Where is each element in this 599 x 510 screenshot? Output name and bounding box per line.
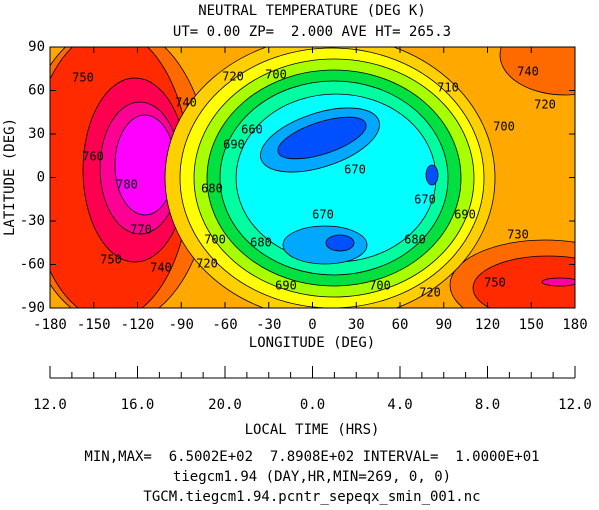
contour-label: 730 (507, 228, 529, 242)
contour-label: 710 (437, 81, 459, 95)
contour-label: 680 (201, 182, 223, 196)
x2-tick-label: 4.0 (387, 397, 412, 413)
y-tick-label: 60 (28, 83, 45, 99)
x-tick-label: 90 (435, 317, 452, 333)
x-tick-label: 150 (519, 317, 544, 333)
contour-label: 690 (275, 279, 297, 293)
contour-label: 750 (72, 71, 94, 85)
x-tick-label: -90 (169, 317, 194, 333)
y-tick-label: 0 (37, 170, 45, 186)
contour-label: 690 (223, 138, 245, 152)
contour-label: 670 (312, 208, 334, 222)
contour-label: 700 (493, 120, 515, 134)
x2-tick-label: 12.0 (558, 397, 592, 413)
contour-label: 780 (116, 178, 138, 192)
contour-label: 700 (369, 279, 391, 293)
note: tiegcm1.94 (DAY,HR,MIN=269, 0, 0) (173, 469, 451, 485)
contour-label: 700 (204, 233, 226, 247)
x2-tick-label: 20.0 (208, 397, 242, 413)
contour-label: 670 (414, 193, 436, 207)
contour-label: 660 (241, 123, 263, 137)
x2-axis-label: LOCAL TIME (HRS) (245, 422, 380, 438)
contour-label: 770 (130, 223, 152, 237)
x-tick-label: 180 (562, 317, 587, 333)
contour-field (50, 47, 575, 308)
contour-label: 720 (534, 98, 556, 112)
contour-label: 680 (250, 236, 272, 250)
x-tick-label: 120 (475, 317, 500, 333)
y-tick-label: -90 (20, 300, 45, 316)
contour-label: 740 (150, 261, 172, 275)
contour-label: 750 (100, 253, 122, 267)
contour-label: 720 (419, 286, 441, 300)
x2-tick-label: 12.0 (33, 397, 67, 413)
chart-title: NEUTRAL TEMPERATURE (DEG K) (198, 3, 426, 19)
x2-tick-label: 8.0 (475, 397, 500, 413)
x-tick-label: -60 (212, 317, 237, 333)
note: TGCM.tiegcm1.94.pcntr_sepeqx_smin_001.nc (143, 489, 480, 505)
contour-label: 740 (175, 96, 197, 110)
chart-subtitle: UT= 0.00 ZP= 2.000 AVE HT= 265.3 (173, 24, 451, 40)
x-axis-label: LONGITUDE (DEG) (249, 335, 375, 351)
contour-label: 670 (344, 163, 366, 177)
x-tick-label: 30 (348, 317, 365, 333)
x2-tick-label: 16.0 (121, 397, 155, 413)
contour-label: 720 (196, 257, 218, 271)
contour-label: 760 (82, 150, 104, 164)
y-tick-label: -60 (20, 257, 45, 273)
y-tick-label: 90 (28, 39, 45, 55)
y-axis-label: LATITUDE (DEG) (2, 118, 18, 236)
note: MIN,MAX= 6.5002E+02 7.8908E+02 INTERVAL=… (84, 449, 539, 465)
x-tick-label: -120 (121, 317, 155, 333)
contour-label: 680 (404, 233, 426, 247)
x-tick-label: -30 (256, 317, 281, 333)
contour-label: 750 (484, 276, 506, 290)
x-tick-label: 0 (308, 317, 316, 333)
x-tick-label: 60 (392, 317, 409, 333)
contour-label: 720 (222, 70, 244, 84)
x2-tick-label: 0.0 (300, 397, 325, 413)
y-tick-label: -30 (20, 213, 45, 229)
contour-label: 700 (265, 68, 287, 82)
contour-label: 740 (517, 65, 539, 79)
x-tick-label: -150 (77, 317, 111, 333)
y-tick-label: 30 (28, 126, 45, 142)
contour-label: 690 (454, 208, 476, 222)
x-tick-label: -180 (33, 317, 67, 333)
